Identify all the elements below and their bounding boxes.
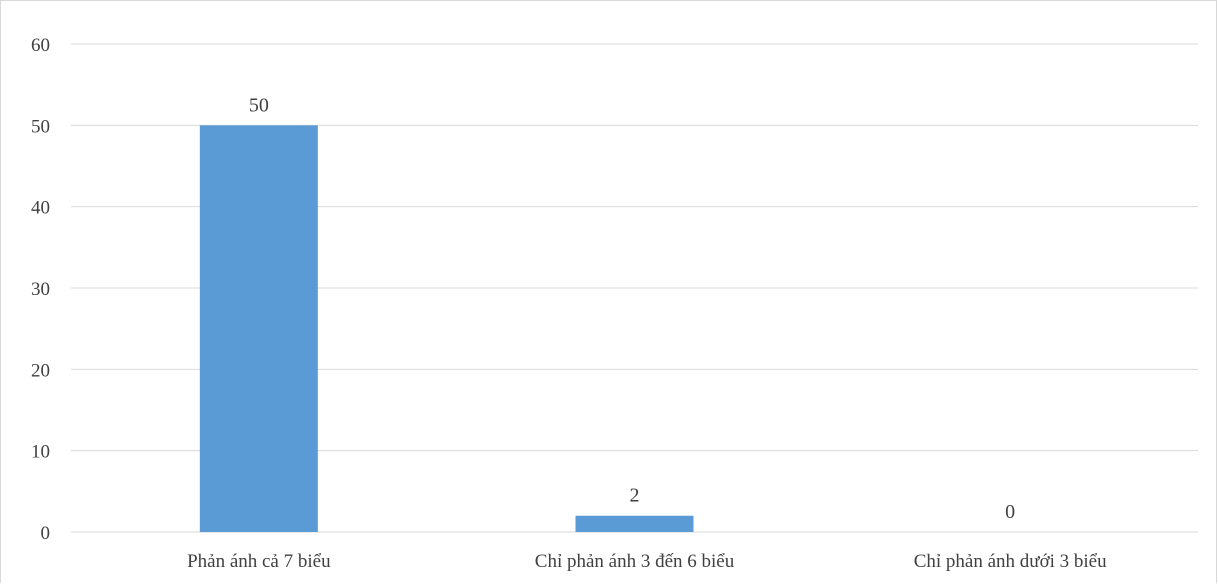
y-tick-label-60: 60 <box>31 35 50 56</box>
data-label-1: 50 <box>249 94 269 116</box>
category-label-3: Chỉ phản ánh dưới 3 biểu <box>914 551 1107 572</box>
y-tick-label-10: 10 <box>31 442 50 463</box>
bar-1 <box>199 125 318 532</box>
bar-2 <box>575 515 694 532</box>
y-tick-label-30: 30 <box>31 279 50 300</box>
y-tick-label-50: 50 <box>31 116 50 137</box>
data-label-3: 0 <box>1005 501 1015 523</box>
x-axis-category-labels: Phản ánh cả 7 biểu Chỉ phản ánh 3 đến 6 b… <box>187 551 1107 572</box>
y-tick-label-0: 0 <box>41 523 51 544</box>
category-label-1: Phản ánh cả 7 biểu <box>187 551 331 572</box>
data-label-2: 2 <box>630 485 640 507</box>
y-axis-tick-labels: 0 10 20 30 40 50 60 <box>31 35 50 544</box>
category-label-2: Chỉ phản ánh 3 đến 6 biểu <box>535 551 735 572</box>
y-tick-label-40: 40 <box>31 198 50 219</box>
y-tick-label-20: 20 <box>31 360 50 381</box>
bars <box>199 125 694 532</box>
data-labels: 50 2 0 <box>249 94 1015 523</box>
